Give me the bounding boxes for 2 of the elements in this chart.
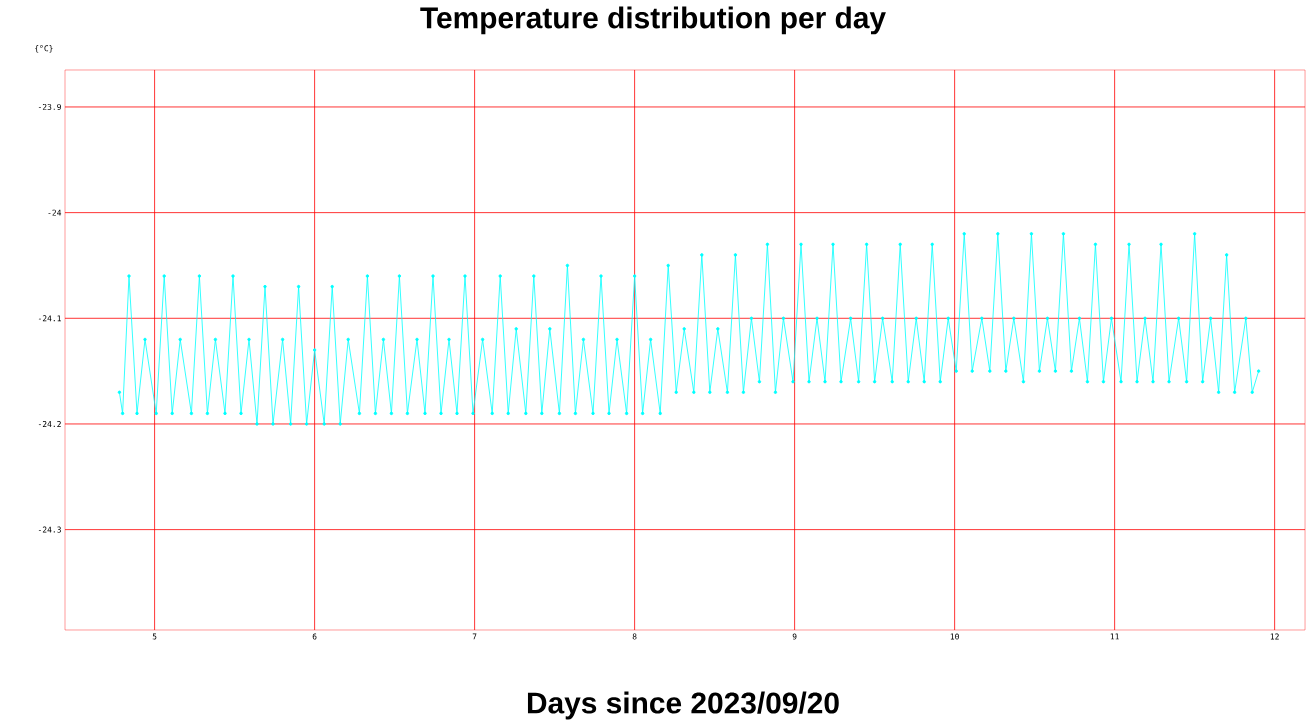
chart-title: Temperature distribution per day bbox=[420, 6, 886, 35]
x-axis-title: Days since 2023/09/20 bbox=[527, 691, 839, 720]
